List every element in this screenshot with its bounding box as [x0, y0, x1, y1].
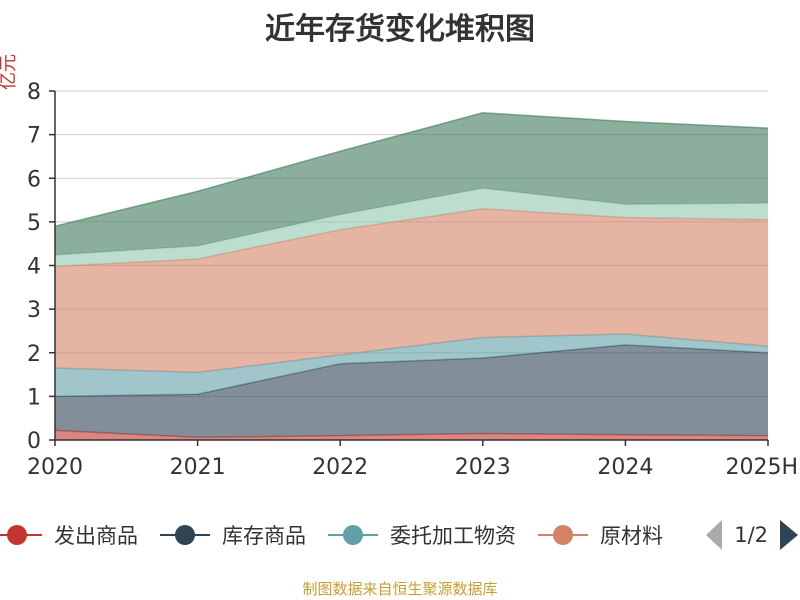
legend-label: 委托加工物资: [390, 524, 516, 548]
x-tick-label: 2022: [312, 455, 368, 480]
axes: 0 1 2 3 4 5 6 7 8 2020 2021 2022 2023 2024 2025H: [27, 80, 798, 480]
area-series: [54, 112, 769, 440]
x-tick-label: 2020: [27, 455, 83, 480]
legend-item[interactable]: 库存商品: [160, 514, 306, 556]
y-tick-label: 7: [27, 124, 41, 149]
area-series-1: [55, 344, 768, 438]
y-tick-label: 6: [27, 167, 41, 192]
chart-title: 近年存货变化堆积图: [265, 12, 535, 47]
legend-label: 原材料: [600, 524, 663, 548]
area-series-2: [55, 334, 768, 397]
y-tick-label: 5: [27, 211, 41, 236]
y-tick-label: 3: [27, 298, 41, 323]
legend-marker-icon: [538, 525, 588, 545]
x-tick-label: 2024: [597, 455, 653, 480]
legend-prev-page-icon[interactable]: [706, 520, 723, 550]
y-tick-label: 4: [27, 255, 41, 280]
legend-page-indicator: 1/2: [734, 523, 768, 547]
legend-item[interactable]: 委托加工物资: [328, 514, 516, 556]
x-tick-label: 2025H: [725, 455, 798, 480]
area-series-4: [55, 188, 768, 267]
legend-marker-icon: [328, 525, 378, 545]
area-series-5: [55, 112, 768, 255]
legend-marker-icon: [160, 525, 210, 545]
y-tick-label: 0: [27, 429, 41, 454]
legend-label: 库存商品: [222, 524, 306, 548]
legend-items: 发出商品 库存商品 委托加工物资 原材料: [0, 514, 690, 556]
x-tick-label: 2021: [170, 455, 226, 480]
area-series-3: [55, 208, 768, 373]
source-note: 制图数据来自恒生聚源数据库: [302, 580, 498, 598]
x-tick-label: 2023: [455, 455, 511, 480]
legend-next-page-icon[interactable]: [780, 520, 798, 550]
area-line-5: [54, 112, 769, 227]
chart-plot: 0 1 2 3 4 5 6 7 8 2020 2021 2022 2023 2024 2025H: [27, 80, 798, 480]
y-axis-label: 亿元: [0, 54, 19, 90]
legend-marker-icon: [0, 525, 42, 545]
legend-item[interactable]: 原材料: [538, 514, 663, 556]
legend: 发出商品 库存商品 委托加工物资 原材料 1/2: [0, 514, 800, 556]
y-tick-label: 1: [27, 385, 41, 410]
legend-pager: 1/2: [695, 514, 800, 556]
legend-item[interactable]: 发出商品: [0, 514, 138, 556]
y-tick-label: 2: [27, 342, 41, 367]
y-tick-label: 8: [27, 80, 41, 105]
legend-label: 发出商品: [54, 524, 138, 548]
